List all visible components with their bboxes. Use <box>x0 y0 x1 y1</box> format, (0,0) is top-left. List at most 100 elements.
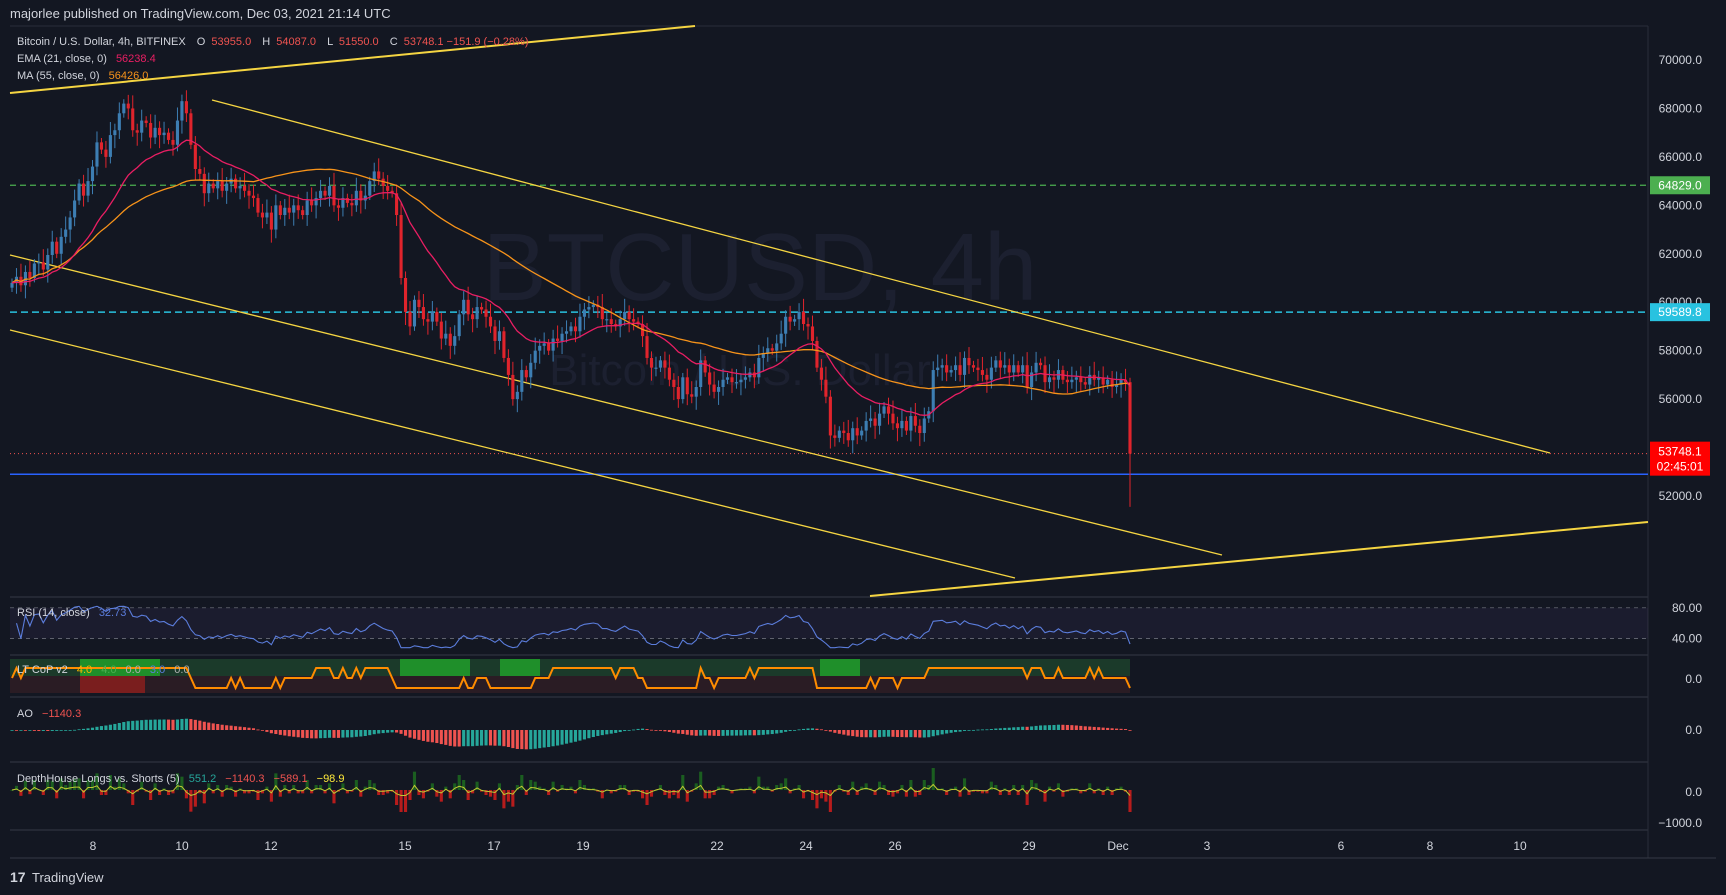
dh-bar <box>703 790 707 799</box>
ao-bar <box>819 729 823 731</box>
dh-bar <box>730 790 734 794</box>
ao-bar <box>32 730 36 731</box>
dh-bar <box>954 786 958 790</box>
ao-bar <box>672 730 676 733</box>
ao-bar <box>466 730 470 747</box>
ao-bar <box>99 726 103 730</box>
dh-bar <box>466 790 470 800</box>
dh-bar <box>1047 786 1052 790</box>
candle-body <box>198 169 202 174</box>
candle-body <box>569 326 573 332</box>
dh-bar <box>945 790 949 795</box>
cyan-level-badge <box>1650 303 1710 322</box>
trend-lines[interactable] <box>9 25 1649 597</box>
candle-body <box>734 382 739 384</box>
time-axis[interactable]: 8 10 12 15 17 19 22 24 26 29 Dec 3 6 8 10 <box>90 839 1527 853</box>
ao-bar <box>1003 727 1007 730</box>
ao-bar <box>497 730 502 746</box>
ao-bar <box>287 730 291 737</box>
ao-bar <box>1083 726 1087 730</box>
ao-bar <box>940 730 944 735</box>
candle-body <box>1115 384 1119 387</box>
symbol-watermark: BTCUSD, 4h <box>483 214 1038 321</box>
dh-bar <box>797 785 801 790</box>
dh-bar <box>640 790 645 799</box>
dh-bar <box>551 781 555 790</box>
dh-bar <box>430 783 434 790</box>
ao-bar <box>900 730 904 738</box>
candle-body <box>904 420 908 431</box>
dh-bar <box>19 790 23 796</box>
candle-body <box>520 370 524 392</box>
ao-bar <box>310 730 314 739</box>
dh-bar <box>1106 786 1110 790</box>
ao-bar <box>949 730 953 733</box>
ao-bar <box>663 730 667 732</box>
ao-bar <box>475 730 479 746</box>
candle-body <box>37 262 41 264</box>
legend-o-value: 53955.0 <box>211 36 251 48</box>
dh-bar <box>667 790 671 799</box>
tradingview-logo[interactable]: 17 TradingView <box>10 869 104 885</box>
dh-bar <box>627 790 631 795</box>
candle-body <box>658 360 662 368</box>
candle-body <box>1119 379 1123 385</box>
ao-bar <box>153 719 157 730</box>
candle-body <box>645 336 649 358</box>
candle-body <box>314 198 318 206</box>
candle-body <box>1101 377 1105 385</box>
ao-bar <box>426 730 430 742</box>
dh-bar <box>484 790 488 795</box>
dh-bar <box>283 785 287 790</box>
ao-bar <box>345 730 349 738</box>
ao-bar <box>851 730 855 737</box>
ao-bar <box>614 730 618 733</box>
ao-bar <box>126 721 130 730</box>
dh-bar <box>229 786 233 790</box>
brand-name: TradingView <box>32 870 104 885</box>
trend-line-4 <box>9 329 1016 579</box>
ltcop-legend: LT CoP v2 4.0 4.0 0.0 3.0 0.0 <box>17 664 190 676</box>
ao-bar <box>368 730 372 736</box>
last-price-badge <box>1650 441 1710 476</box>
ao-bar <box>560 730 564 745</box>
ma-legend-value: 56426.0 <box>109 70 149 82</box>
dh-bar <box>748 786 752 790</box>
ao-bar <box>591 730 595 738</box>
ao-bar <box>667 730 671 733</box>
dh-bar <box>766 786 770 790</box>
ao-bar <box>909 730 913 738</box>
candle-body <box>922 418 926 434</box>
dh-bar <box>256 790 260 800</box>
ao-bar <box>184 718 188 730</box>
candle-body <box>632 319 636 322</box>
dh-bar <box>864 783 868 790</box>
dh-bar <box>41 790 45 795</box>
dh-bar <box>50 780 54 790</box>
ao-bar <box>260 730 264 731</box>
ao-bar <box>734 730 739 736</box>
dh-bar <box>645 790 649 805</box>
dh-bar <box>242 790 247 794</box>
candle-body <box>274 205 278 230</box>
ao-bar <box>113 723 117 730</box>
ao-bar <box>1088 726 1092 730</box>
ao-bar <box>251 728 256 730</box>
candle-body <box>797 311 801 320</box>
ao-bar <box>1056 724 1061 730</box>
ao-bar <box>690 730 694 736</box>
ao-bar <box>68 730 72 731</box>
ao-bar <box>828 730 832 732</box>
ao-bar <box>1012 727 1016 730</box>
price-tick-label: 64000.0 <box>1659 198 1703 212</box>
dh-bar <box>721 785 725 790</box>
candle-body <box>305 200 309 216</box>
price-axis[interactable]: 70000.068000.066000.064000.062000.060000… <box>1650 53 1710 830</box>
ao-bar <box>1043 725 1047 730</box>
candle-body <box>1079 377 1083 383</box>
dh-bar <box>618 785 622 790</box>
ao-bar <box>50 730 54 731</box>
dh-bar <box>171 790 175 794</box>
